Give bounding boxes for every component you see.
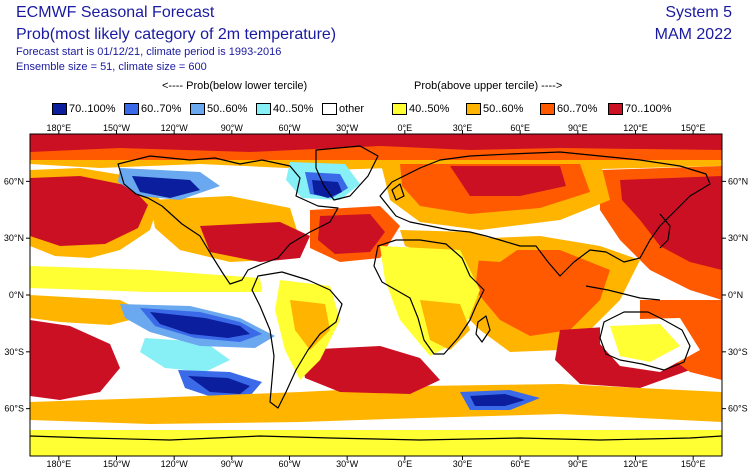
lon-label: 0°E bbox=[398, 459, 413, 469]
lat-label: 30°S bbox=[728, 347, 748, 357]
lat-label: 30°N bbox=[4, 233, 24, 243]
coastlines bbox=[29, 145, 723, 441]
legend-swatch bbox=[466, 103, 481, 115]
lon-label: 0°E bbox=[398, 123, 413, 133]
lon-label: 30°E bbox=[453, 459, 473, 469]
legend-label: 60..70% bbox=[557, 103, 598, 115]
lon-label: 60°E bbox=[510, 459, 530, 469]
lon-label: 120°W bbox=[161, 123, 189, 133]
legend-swatch bbox=[52, 103, 67, 115]
legend-label: 50..60% bbox=[207, 103, 248, 115]
lat-label: 60°N bbox=[728, 176, 748, 186]
lon-label: 90°E bbox=[568, 459, 588, 469]
lat-labels-left: 60°N 30°N 0°N 30°S 60°S bbox=[4, 176, 24, 413]
legend-label: other bbox=[339, 103, 365, 115]
legend-swatch bbox=[392, 103, 407, 115]
legend-swatch bbox=[608, 103, 623, 115]
lon-label: 150°E bbox=[681, 123, 706, 133]
legend-item: 50..60% bbox=[466, 102, 523, 116]
lon-label: 120°E bbox=[623, 123, 648, 133]
legend-item: 50..60% bbox=[190, 102, 247, 116]
lon-labels-top: 180°E 150°W 120°W 90°W 60°W 30°W 0°E 30°E 60°E 90… bbox=[47, 123, 706, 133]
legend-item: 70..100% bbox=[608, 102, 671, 116]
legend-label: 60..70% bbox=[141, 103, 182, 115]
lon-label: 150°W bbox=[103, 123, 131, 133]
lon-label: 30°W bbox=[336, 123, 359, 133]
legend-swatch bbox=[190, 103, 205, 115]
lon-label: 90°E bbox=[568, 123, 588, 133]
lat-label: 30°S bbox=[4, 347, 24, 357]
lon-label: 60°W bbox=[278, 459, 301, 469]
lat-label: 60°S bbox=[4, 404, 24, 414]
legend-swatch bbox=[322, 103, 337, 115]
lon-label: 30°W bbox=[336, 459, 359, 469]
lon-label: 180°E bbox=[47, 123, 72, 133]
lon-label: 120°E bbox=[623, 459, 648, 469]
lat-label: 30°N bbox=[728, 233, 748, 243]
lon-label: 60°W bbox=[278, 123, 301, 133]
system-label: System 5 bbox=[665, 4, 732, 21]
lon-label: 30°E bbox=[453, 123, 473, 133]
legend-swatch bbox=[540, 103, 555, 115]
legend-item: 60..70% bbox=[540, 102, 597, 116]
legend-item: other bbox=[322, 102, 364, 116]
legend-label: 50..60% bbox=[483, 103, 524, 115]
title-line-2: Prob(most likely category of 2m temperat… bbox=[16, 26, 337, 43]
lon-label: 90°W bbox=[221, 459, 244, 469]
legend-label: 40..50% bbox=[409, 103, 450, 115]
lat-label: 0°N bbox=[9, 290, 24, 300]
legend-item: 70..100% bbox=[52, 102, 115, 116]
lon-labels-bottom: 180°E 150°W 120°W 90°W 60°W 30°W 0°E 30°E 60°E 90… bbox=[47, 459, 706, 469]
color-legend: 70..100% 60..70% 50..60% 40..50% other 40..50… bbox=[0, 102, 750, 118]
legend-item: 40..50% bbox=[392, 102, 449, 116]
tick-marks bbox=[26, 130, 726, 460]
title-line-1: ECMWF Seasonal Forecast bbox=[16, 4, 215, 21]
below-tercile-label: <---- Prob(below lower tercile) bbox=[162, 80, 308, 92]
legend-swatch bbox=[256, 103, 271, 115]
above-tercile-label: Prob(above upper tercile) ----> bbox=[414, 80, 563, 92]
lon-label: 60°E bbox=[510, 123, 530, 133]
lon-label: 120°W bbox=[161, 459, 189, 469]
probability-map: 180°E 150°W 120°W 90°W 60°W 30°W 0°E 30°E 60°E 90… bbox=[4, 123, 748, 469]
lon-label: 180°E bbox=[47, 459, 72, 469]
ensemble-info: Ensemble size = 51, climate size = 600 bbox=[16, 61, 207, 73]
lat-labels-right: 60°N 30°N 0°N 30°S 60°S bbox=[728, 176, 748, 413]
legend-label: 70..100% bbox=[69, 103, 116, 115]
legend-swatch bbox=[124, 103, 139, 115]
forecast-info: Forecast start is 01/12/21, climate peri… bbox=[16, 46, 282, 58]
probability-field bbox=[30, 134, 722, 456]
legend-item: 60..70% bbox=[124, 102, 181, 116]
lat-label: 60°N bbox=[4, 176, 24, 186]
lat-label: 0°N bbox=[728, 290, 743, 300]
season-label: MAM 2022 bbox=[654, 26, 732, 43]
lon-label: 150°W bbox=[103, 459, 131, 469]
legend-label: 40..50% bbox=[273, 103, 314, 115]
lon-label: 150°E bbox=[681, 459, 706, 469]
legend-item: 40..50% bbox=[256, 102, 313, 116]
lat-label: 60°S bbox=[728, 404, 748, 414]
legend-label: 70..100% bbox=[625, 103, 672, 115]
lon-label: 90°W bbox=[221, 123, 244, 133]
